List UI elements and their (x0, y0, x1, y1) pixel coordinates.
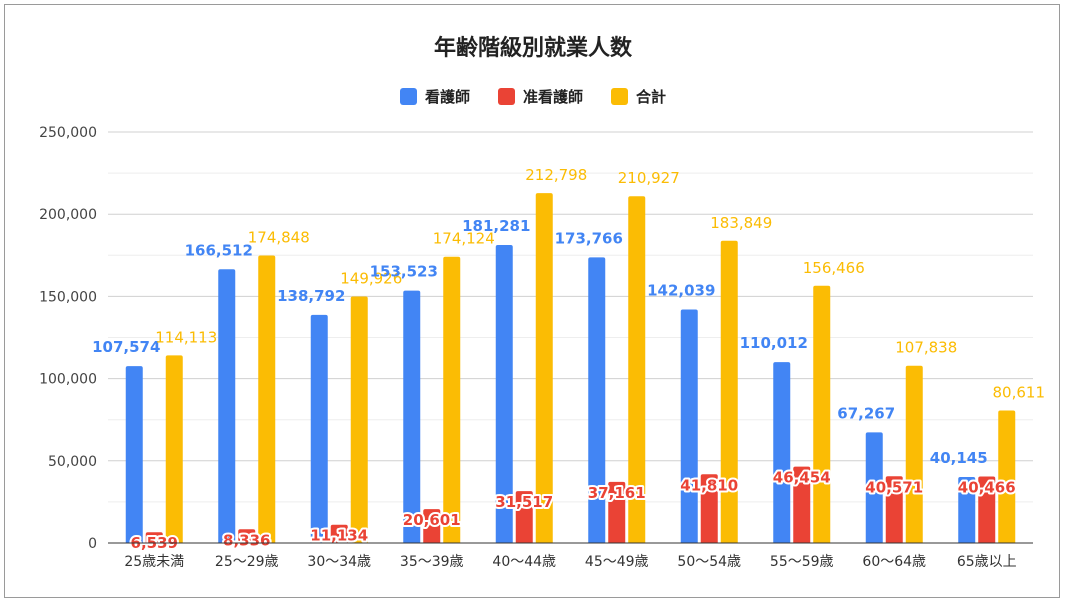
data-label-2-4: 212,798 (525, 166, 587, 184)
data-label-0-4: 181,281 (462, 217, 530, 235)
y-tick-label: 200,000 (39, 207, 97, 223)
bar-0-4[interactable] (495, 244, 513, 543)
bar-0-6[interactable] (680, 309, 698, 543)
data-label-2-6: 183,849 (710, 214, 772, 232)
chart-title: 年齢階級別就業人数 (433, 36, 632, 61)
x-tick-label: 55～59歳 (770, 554, 834, 570)
x-tick-label: 25歳未満 (124, 554, 184, 570)
bar-0-0[interactable] (125, 366, 143, 543)
bar-0-8[interactable] (865, 432, 883, 543)
data-label-0-3: 153,523 (370, 263, 438, 281)
bar-0-9[interactable] (958, 477, 976, 543)
x-tick-label: 30～34歳 (307, 554, 371, 570)
data-label-halo: 11,134 (310, 527, 368, 545)
bar-0-5[interactable] (588, 257, 606, 543)
data-label-halo: 20,601 (403, 511, 461, 529)
data-label-1-4: 31,517 (495, 493, 553, 511)
x-tick-label: 25～29歳 (215, 554, 279, 570)
bar-2-6[interactable] (720, 240, 738, 543)
bar-2-9[interactable] (998, 410, 1016, 543)
data-label-1-5: 37,161 (588, 484, 646, 502)
data-label-halo: 40,571 (865, 478, 923, 496)
data-label-1-3: 20,601 (403, 511, 461, 529)
data-label-halo: 40,466 (958, 478, 1016, 496)
legend-item-assistant-nurse[interactable]: 准看護師 (497, 86, 583, 107)
chart-legend: 看護師 准看護師 合計 (0, 86, 1066, 107)
x-tick-label: 35～39歳 (400, 554, 464, 570)
bar-0-3[interactable] (403, 290, 421, 543)
y-tick-label: 100,000 (39, 372, 97, 388)
legend-label-nurse: 看護師 (424, 88, 470, 106)
x-tick-label: 40～44歳 (492, 554, 556, 570)
data-label-2-7: 156,466 (803, 259, 865, 277)
data-label-0-6: 142,039 (647, 281, 715, 299)
data-label-1-6: 41,810 (680, 476, 738, 494)
data-label-0-2: 138,792 (277, 287, 345, 305)
data-label-2-8: 107,838 (895, 339, 957, 357)
data-label-halo: 8,336 (223, 531, 270, 549)
data-label-2-5: 210,927 (618, 169, 680, 187)
y-tick-label: 250,000 (39, 125, 97, 141)
data-label-halo: 31,517 (495, 493, 553, 511)
legend-item-nurse[interactable]: 看護師 (399, 86, 470, 107)
legend-label-total: 合計 (636, 88, 667, 106)
bar-0-1[interactable] (218, 269, 236, 543)
legend-label-assistant-nurse: 准看護師 (522, 88, 583, 106)
bar-1-9[interactable] (978, 476, 996, 543)
data-label-0-1: 166,512 (185, 241, 253, 259)
bar-0-7[interactable] (773, 362, 791, 543)
x-tick-label: 60～64歳 (862, 554, 926, 570)
bar-1-5[interactable] (608, 481, 626, 543)
bar-2-7[interactable] (813, 285, 831, 543)
x-tick-label: 65歳以上 (957, 554, 1017, 570)
data-label-1-1: 8,336 (223, 531, 270, 549)
x-tick-label: 50～54歳 (677, 554, 741, 570)
data-label-2-0: 114,113 (155, 328, 217, 346)
x-tick-label: 45～49歳 (585, 554, 649, 570)
data-label-1-9: 40,466 (958, 478, 1016, 496)
bar-2-4[interactable] (535, 193, 553, 543)
data-label-1-7: 46,454 (773, 469, 831, 487)
bar-2-5[interactable] (628, 196, 646, 543)
bar-1-6[interactable] (700, 474, 718, 543)
legend-swatch-assistant-nurse (497, 88, 515, 105)
y-tick-label: 50,000 (48, 454, 97, 470)
bar-1-2[interactable] (330, 524, 348, 543)
data-label-0-8: 67,267 (837, 404, 895, 422)
data-label-1-2: 11,134 (310, 527, 368, 545)
data-label-0-0: 107,574 (92, 338, 160, 356)
data-label-halo: 41,810 (680, 476, 738, 494)
bar-2-1[interactable] (258, 255, 276, 544)
legend-item-total[interactable]: 合計 (611, 86, 666, 107)
bar-2-2[interactable] (350, 296, 368, 543)
data-label-2-9: 80,611 (993, 383, 1046, 401)
data-label-0-5: 173,766 (555, 229, 623, 247)
bar-1-4[interactable] (515, 491, 533, 543)
data-label-2-1: 174,848 (248, 229, 310, 247)
bar-1-0[interactable] (145, 532, 163, 543)
bar-1-1[interactable] (238, 529, 256, 543)
bar-2-8[interactable] (905, 365, 923, 543)
data-label-2-2: 149,926 (340, 270, 402, 288)
data-label-halo: 46,454 (773, 469, 831, 487)
bar-2-3[interactable] (443, 256, 461, 543)
bar-1-7[interactable] (793, 466, 811, 543)
legend-swatch-total (611, 88, 628, 105)
data-label-0-9: 40,145 (930, 449, 988, 467)
bar-0-2[interactable] (310, 314, 328, 543)
legend-swatch-nurse (399, 88, 417, 105)
bar-2-0[interactable] (165, 355, 183, 543)
data-label-0-7: 110,012 (740, 334, 808, 352)
bar-1-3[interactable] (423, 509, 441, 543)
y-tick-label: 0 (88, 536, 97, 552)
data-label-2-3: 174,124 (433, 230, 495, 248)
y-tick-label: 150,000 (39, 289, 97, 305)
data-label-1-8: 40,571 (865, 478, 923, 496)
bar-1-8[interactable] (885, 476, 903, 543)
data-label-halo: 37,161 (588, 484, 646, 502)
